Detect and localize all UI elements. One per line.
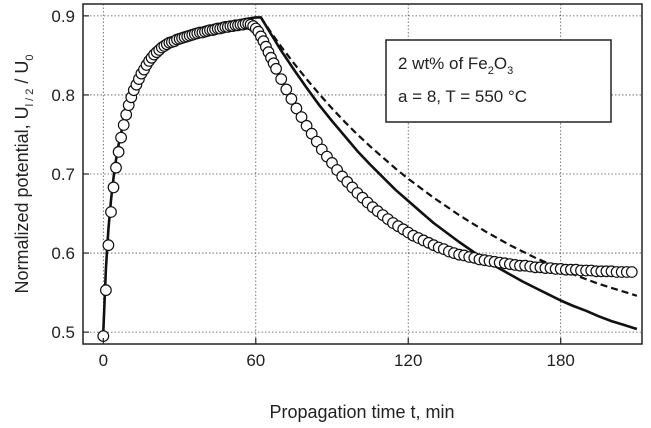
data-point [110, 161, 122, 174]
x-tick-label: 60 [246, 351, 265, 370]
data-point [280, 83, 293, 96]
x-tick-label: 0 [99, 351, 108, 370]
data-point [120, 108, 133, 121]
data-point [107, 181, 120, 194]
y-tick-label: 0.8 [51, 86, 75, 105]
annotation-line-2: a = 8, T = 550 °C [398, 87, 527, 106]
x-tick-label: 120 [394, 351, 422, 370]
data-point [295, 111, 308, 123]
data-point [105, 206, 117, 218]
x-tick-label: 180 [547, 351, 575, 370]
annotation-line-1: 2 wt% of Fe2O3 [398, 54, 513, 77]
data-point [115, 131, 127, 144]
y-tick-label: 0.5 [51, 323, 75, 342]
data-point [102, 239, 115, 252]
y-tick-label: 0.9 [51, 7, 75, 26]
y-tick-label: 0.6 [51, 244, 75, 263]
x-axis-label: Propagation time t, min [269, 402, 454, 422]
data-point [290, 102, 303, 115]
data-point [112, 145, 125, 158]
data-point [270, 62, 283, 75]
data-point [285, 92, 298, 105]
y-tick-label: 0.7 [51, 165, 75, 184]
data-point [117, 119, 130, 131]
data-point [275, 73, 288, 85]
series-layer [97, 16, 638, 343]
y-axis-label: Normalized potential, Ul / 2 / U0 [12, 55, 36, 294]
data-point [625, 266, 638, 278]
ticks: 0 60 120 180 0.5 0.6 0.7 0.8 0.9 [51, 7, 575, 370]
data-point [99, 284, 112, 297]
annotation-box: 2 wt% of Fe2O3 a = 8, T = 550 °C [385, 39, 612, 123]
